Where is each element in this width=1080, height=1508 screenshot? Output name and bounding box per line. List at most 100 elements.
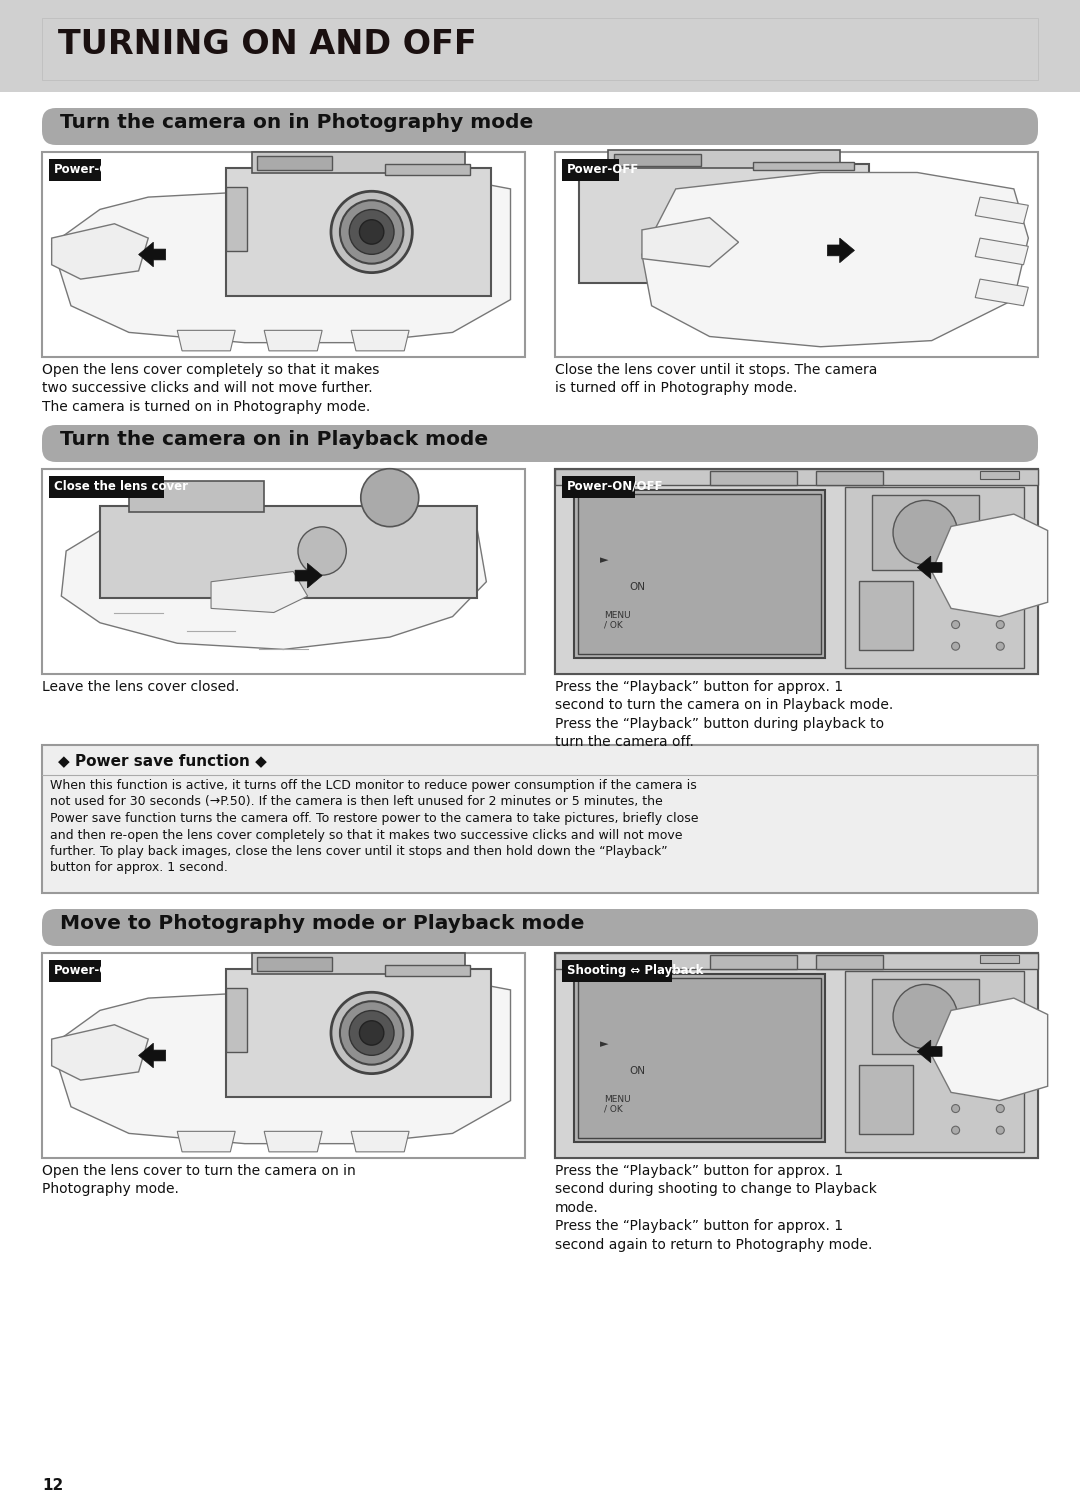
Text: MENU
/ OK: MENU / OK: [605, 611, 631, 630]
Circle shape: [349, 210, 394, 255]
Polygon shape: [177, 330, 235, 351]
Text: ►: ►: [600, 1039, 609, 1050]
Bar: [562, 158, 620, 181]
Text: ◆ Power save function ◆: ◆ Power save function ◆: [58, 752, 267, 768]
Bar: [815, 470, 883, 486]
Polygon shape: [975, 238, 1028, 265]
Text: Close the lens cover until it stops. The camera
is turned off in Photography mod: Close the lens cover until it stops. The…: [555, 363, 877, 395]
Bar: [42, 469, 525, 674]
Bar: [555, 953, 1038, 1158]
Polygon shape: [917, 556, 942, 579]
Circle shape: [996, 642, 1004, 650]
Bar: [42, 745, 1038, 893]
Bar: [845, 971, 1024, 1152]
Polygon shape: [295, 564, 322, 588]
Bar: [252, 953, 464, 974]
FancyBboxPatch shape: [42, 909, 1038, 946]
Text: Press the “Playback” button for approx. 1
second during shooting to change to Pl: Press the “Playback” button for approx. …: [555, 1164, 877, 1252]
Polygon shape: [52, 181, 511, 342]
Bar: [0, 0, 1080, 92]
Bar: [579, 164, 869, 284]
Bar: [710, 955, 797, 970]
Polygon shape: [177, 1131, 235, 1152]
Polygon shape: [351, 1131, 409, 1152]
Polygon shape: [52, 982, 511, 1143]
Text: Shooting ⇔ Playback: Shooting ⇔ Playback: [567, 964, 703, 977]
Circle shape: [330, 192, 413, 273]
Text: Power-ON/OFF: Power-ON/OFF: [567, 480, 663, 493]
Circle shape: [360, 1021, 383, 1045]
Polygon shape: [351, 330, 409, 351]
Text: TURNING ON AND OFF: TURNING ON AND OFF: [58, 29, 476, 60]
Text: Power-ON: Power-ON: [54, 163, 120, 176]
Text: ►: ►: [600, 555, 609, 566]
Bar: [257, 958, 332, 971]
Bar: [257, 157, 332, 170]
Bar: [613, 154, 701, 166]
Bar: [49, 477, 164, 498]
Bar: [100, 505, 476, 599]
Circle shape: [951, 1126, 960, 1134]
Bar: [555, 152, 1038, 357]
Circle shape: [996, 1104, 1004, 1113]
Circle shape: [340, 201, 403, 264]
Bar: [49, 961, 102, 982]
Polygon shape: [211, 572, 308, 612]
Bar: [575, 490, 825, 657]
Circle shape: [951, 1083, 960, 1090]
Bar: [42, 18, 1038, 80]
Text: MENU
/ OK: MENU / OK: [605, 1095, 631, 1114]
Circle shape: [298, 526, 347, 575]
Polygon shape: [52, 1025, 148, 1080]
Polygon shape: [138, 243, 165, 267]
Bar: [252, 152, 464, 172]
Text: ON: ON: [630, 1066, 646, 1075]
Bar: [575, 974, 825, 1142]
Bar: [980, 955, 1018, 964]
Text: ON: ON: [630, 582, 646, 593]
Polygon shape: [642, 217, 739, 267]
Polygon shape: [827, 238, 854, 262]
Text: Press the “Playback” button for approx. 1
second to turn the camera on in Playba: Press the “Playback” button for approx. …: [555, 680, 893, 749]
Bar: [555, 469, 1038, 486]
Circle shape: [951, 1062, 960, 1069]
Bar: [49, 158, 102, 181]
Bar: [710, 470, 797, 486]
Polygon shape: [975, 279, 1028, 306]
Circle shape: [951, 642, 960, 650]
Bar: [384, 965, 470, 976]
Bar: [555, 953, 1038, 970]
Bar: [872, 979, 978, 1054]
Circle shape: [996, 599, 1004, 606]
Text: Leave the lens cover closed.: Leave the lens cover closed.: [42, 680, 240, 694]
Bar: [555, 469, 1038, 674]
Bar: [42, 152, 525, 357]
Bar: [384, 164, 470, 175]
Polygon shape: [62, 514, 486, 650]
Bar: [608, 149, 840, 169]
Polygon shape: [138, 1044, 165, 1068]
Bar: [555, 953, 1038, 1158]
Polygon shape: [932, 514, 1048, 617]
Circle shape: [996, 578, 1004, 585]
Polygon shape: [975, 198, 1028, 223]
Text: Turn the camera on in Playback mode: Turn the camera on in Playback mode: [60, 430, 488, 449]
Bar: [845, 487, 1024, 668]
Bar: [859, 581, 913, 650]
Circle shape: [996, 621, 1004, 629]
Bar: [562, 961, 672, 982]
Text: When this function is active, it turns off the LCD monitor to reduce power consu: When this function is active, it turns o…: [50, 780, 699, 875]
FancyBboxPatch shape: [42, 425, 1038, 461]
Bar: [980, 470, 1018, 480]
Bar: [578, 493, 822, 653]
Bar: [226, 187, 247, 250]
Bar: [555, 469, 1038, 674]
Text: Turn the camera on in Photography mode: Turn the camera on in Photography mode: [60, 113, 534, 133]
Polygon shape: [265, 1131, 322, 1152]
Circle shape: [893, 501, 957, 564]
FancyBboxPatch shape: [42, 109, 1038, 145]
Bar: [226, 169, 491, 296]
Bar: [226, 970, 491, 1096]
Bar: [562, 477, 635, 498]
Text: Move to Photography mode or Playback mode: Move to Photography mode or Playback mod…: [60, 914, 584, 933]
